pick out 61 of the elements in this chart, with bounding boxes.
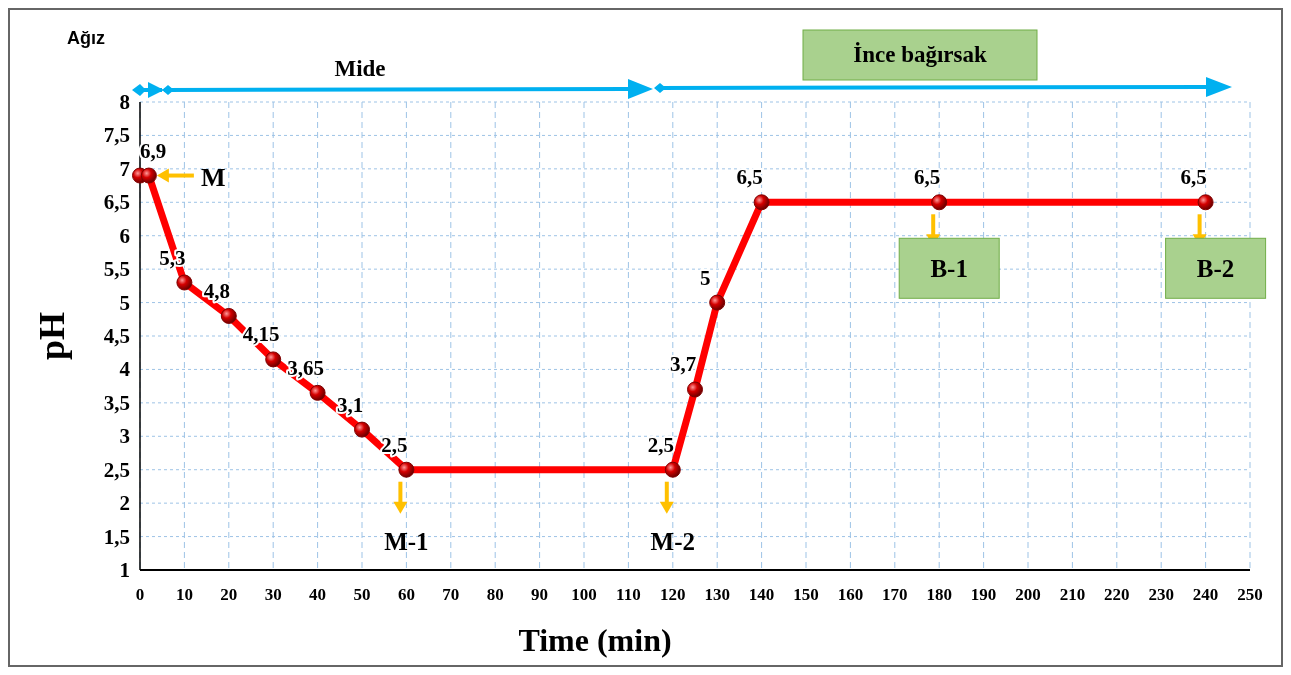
data-label: 2,5 <box>647 432 674 457</box>
annotation: B-2 <box>1196 255 1235 283</box>
y-tick-label: 8 <box>119 90 130 114</box>
y-tick-label: 5 <box>119 290 130 315</box>
y-tick-label: 6 <box>119 223 130 248</box>
x-tick-label: 140 <box>748 585 775 604</box>
annotation: M-2 <box>650 527 696 555</box>
data-label: 5 <box>699 265 711 290</box>
y-tick-label: 5,5 <box>103 257 130 282</box>
data-label: 6,5 <box>914 165 941 190</box>
x-tick-label: 220 <box>1104 585 1130 604</box>
y-tick-label: 4 <box>119 357 131 382</box>
y-tick-label: 3 <box>119 424 130 449</box>
y-tick-label: 1,5 <box>103 524 130 549</box>
y-axis-title: pH <box>32 311 72 361</box>
x-tick-label: 30 <box>264 585 282 604</box>
x-tick-label: 110 <box>616 585 641 604</box>
data-label: 3,7 <box>669 352 697 377</box>
x-tick-label: 70 <box>442 585 460 604</box>
y-tick-label: 1 <box>119 558 130 582</box>
x-tick-label: 130 <box>704 585 730 604</box>
x-axis-title: Time (min) <box>518 622 672 658</box>
x-tick-label: 90 <box>531 585 549 604</box>
x-tick-label: 210 <box>1059 585 1086 604</box>
text: Mide <box>334 56 386 81</box>
x-tick-label: 50 <box>353 585 371 604</box>
x-tick-label: 80 <box>486 585 504 604</box>
data-label: 6,5 <box>1180 165 1207 190</box>
annotation: M <box>200 162 226 192</box>
data-label: 2,5 <box>381 432 408 457</box>
y-tick-label: 7,5 <box>103 123 130 148</box>
x-tick-label: 150 <box>793 585 819 604</box>
y-tick-label: 4,5 <box>103 324 130 348</box>
y-tick-label: 3,5 <box>103 390 130 415</box>
x-tick-label: 230 <box>1148 585 1174 604</box>
annotation: M-1 <box>384 527 429 555</box>
x-tick-label: 160 <box>837 585 864 604</box>
x-tick-label: 20 <box>220 585 238 604</box>
x-tick-label: 60 <box>397 585 415 604</box>
data-label: 6,5 <box>736 165 763 190</box>
x-tick-label: 200 <box>1015 585 1041 604</box>
x-tick-label: 240 <box>1192 585 1219 604</box>
x-tick-label: 10 <box>175 585 193 604</box>
annotation: B-1 <box>930 255 968 283</box>
y-tick-label: 2 <box>119 491 130 516</box>
x-tick-label: 40 <box>309 585 327 604</box>
x-tick-label: 100 <box>571 585 597 604</box>
y-tick-label: 6,5 <box>103 190 130 215</box>
y-tick-label: 2,5 <box>103 457 130 482</box>
text: Ağız <box>67 28 105 48</box>
x-tick-label: 180 <box>926 585 952 604</box>
text: İnce bağırsak <box>853 42 987 67</box>
x-tick-label: 170 <box>882 585 908 604</box>
x-tick-label: 120 <box>660 585 686 604</box>
data-label: 4,8 <box>203 278 230 303</box>
data-label: 3,1 <box>336 392 364 417</box>
y-tick-label: 7 <box>119 156 130 181</box>
data-label: 3,65 <box>287 355 324 380</box>
x-tick-label: 250 <box>1237 585 1263 604</box>
x-tick-label: 0 <box>135 585 145 604</box>
x-tick-label: 190 <box>970 585 997 604</box>
